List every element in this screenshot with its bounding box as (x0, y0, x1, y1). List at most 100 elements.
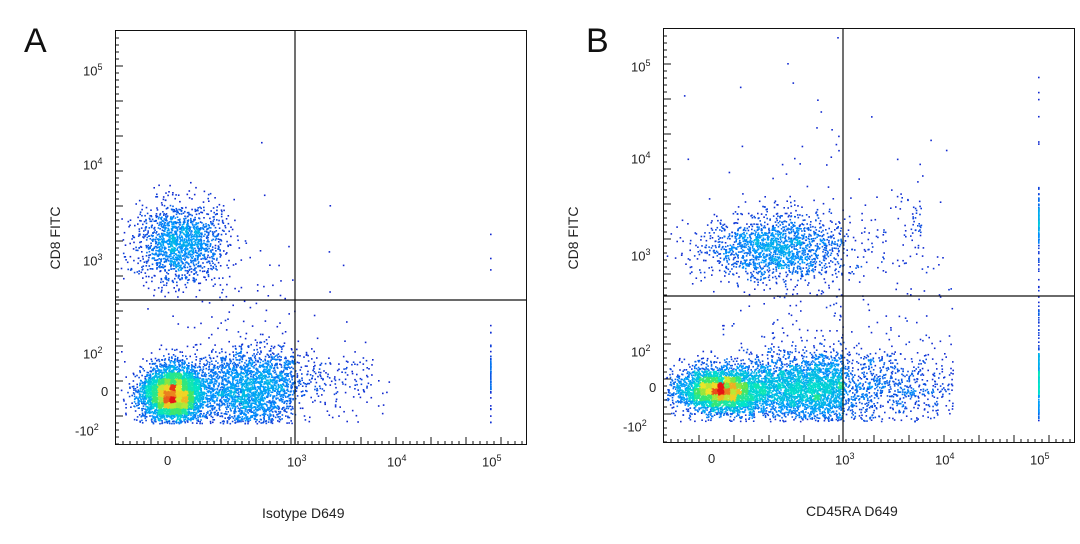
event-point (194, 387, 196, 389)
event-point (265, 422, 268, 425)
event-point (212, 421, 214, 424)
event-point (191, 407, 194, 410)
event-point (161, 402, 163, 404)
event-point (155, 373, 158, 375)
event-point (219, 422, 222, 424)
event-point (151, 368, 154, 371)
event-point (175, 387, 177, 390)
event-point (172, 410, 175, 412)
event-point (253, 377, 255, 380)
event-point (212, 396, 214, 398)
event-point (161, 372, 163, 375)
event-point (158, 419, 160, 421)
event-point (162, 405, 164, 408)
event-point (183, 409, 185, 412)
event-point (174, 389, 176, 392)
event-point (137, 398, 140, 401)
event-point (138, 403, 140, 406)
event-point (159, 387, 162, 389)
event-point (214, 413, 216, 416)
event-point (166, 380, 168, 382)
event-point (167, 408, 170, 411)
event-point (149, 415, 151, 417)
event-point (229, 395, 232, 397)
event-point (171, 409, 173, 412)
event-point (193, 393, 196, 395)
event-point (225, 389, 227, 391)
event-point (174, 368, 176, 371)
event-point (269, 350, 272, 352)
event-point (259, 386, 261, 389)
event-point (196, 397, 198, 400)
event-point (159, 382, 161, 385)
event-point (138, 393, 141, 395)
event-point (150, 378, 152, 381)
event-point (178, 361, 180, 364)
event-point (165, 364, 168, 366)
event-point (185, 400, 188, 402)
event-point (163, 381, 165, 384)
event-point (170, 365, 172, 367)
event-point (153, 419, 156, 421)
event-point (266, 396, 268, 399)
event-point (174, 415, 176, 418)
event-point (191, 397, 194, 400)
event-point (139, 365, 141, 368)
event-point (212, 419, 214, 421)
event-point (144, 408, 146, 410)
event-point (173, 413, 176, 415)
event-point (149, 379, 151, 381)
event-point (190, 403, 193, 406)
event-point (161, 406, 163, 408)
event-point (161, 384, 164, 386)
event-point (334, 404, 337, 406)
event-point (181, 420, 183, 423)
event-point (229, 416, 231, 419)
event-point (164, 396, 167, 399)
event-point (232, 417, 235, 420)
event-point (163, 397, 165, 399)
event-point (191, 402, 193, 404)
event-point (255, 375, 257, 378)
event-point (155, 408, 158, 411)
event-point (148, 374, 151, 377)
event-point (144, 394, 147, 397)
event-point (158, 381, 160, 384)
event-point (279, 386, 281, 389)
event-point (202, 366, 205, 368)
event-point (207, 390, 210, 392)
event-point (167, 412, 169, 415)
event-point (148, 389, 151, 391)
event-point (225, 384, 227, 386)
event-point (184, 406, 187, 408)
event-point (196, 375, 199, 377)
event-point (147, 406, 149, 409)
event-point (271, 376, 274, 378)
event-point (165, 420, 168, 423)
event-point (246, 411, 248, 413)
event-point (173, 391, 175, 393)
event-point (273, 379, 276, 382)
event-point (166, 406, 169, 409)
event-point (158, 387, 161, 390)
event-point (188, 378, 191, 380)
event-point (177, 421, 180, 424)
event-point (180, 375, 182, 378)
event-point (164, 405, 166, 408)
event-point (194, 364, 197, 367)
event-point (239, 335, 242, 338)
event-point (250, 411, 253, 413)
event-point (136, 404, 138, 407)
event-point (179, 391, 181, 394)
event-point (269, 383, 271, 385)
event-point (219, 394, 221, 397)
event-point (214, 382, 216, 384)
event-point (181, 402, 183, 405)
event-point (229, 414, 231, 417)
event-point (157, 375, 160, 378)
event-point (173, 361, 176, 363)
event-point (189, 375, 191, 378)
event-point (195, 388, 198, 390)
event-point (231, 420, 234, 423)
event-point (151, 394, 154, 396)
